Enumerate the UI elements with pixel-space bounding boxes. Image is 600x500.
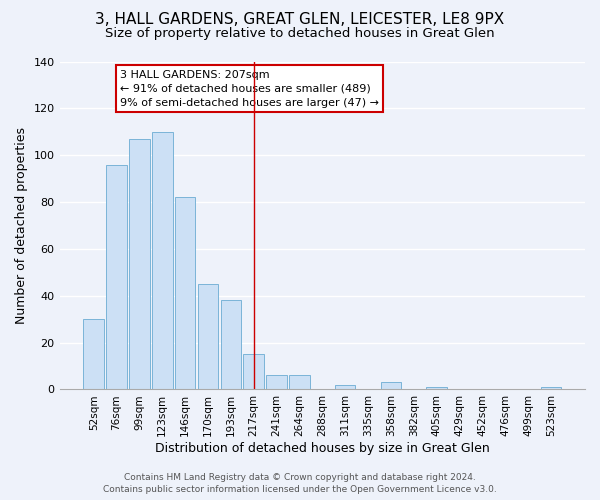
Bar: [244, 354, 264, 390]
Bar: [541, 387, 561, 390]
Text: 3, HALL GARDENS, GREAT GLEN, LEICESTER, LE8 9PX: 3, HALL GARDENS, GREAT GLEN, LEICESTER, …: [95, 12, 505, 28]
Bar: [266, 376, 287, 390]
Text: Size of property relative to detached houses in Great Glen: Size of property relative to detached ho…: [105, 28, 495, 40]
Bar: [289, 376, 310, 390]
Bar: [129, 139, 150, 390]
Text: Contains HM Land Registry data © Crown copyright and database right 2024.
Contai: Contains HM Land Registry data © Crown c…: [103, 472, 497, 494]
Bar: [335, 385, 355, 390]
Bar: [106, 164, 127, 390]
Bar: [221, 300, 241, 390]
Y-axis label: Number of detached properties: Number of detached properties: [15, 127, 28, 324]
Text: 3 HALL GARDENS: 207sqm
← 91% of detached houses are smaller (489)
9% of semi-det: 3 HALL GARDENS: 207sqm ← 91% of detached…: [120, 70, 379, 108]
Bar: [83, 319, 104, 390]
Bar: [175, 198, 196, 390]
Bar: [380, 382, 401, 390]
Bar: [152, 132, 173, 390]
Bar: [426, 387, 447, 390]
X-axis label: Distribution of detached houses by size in Great Glen: Distribution of detached houses by size …: [155, 442, 490, 455]
Bar: [198, 284, 218, 390]
